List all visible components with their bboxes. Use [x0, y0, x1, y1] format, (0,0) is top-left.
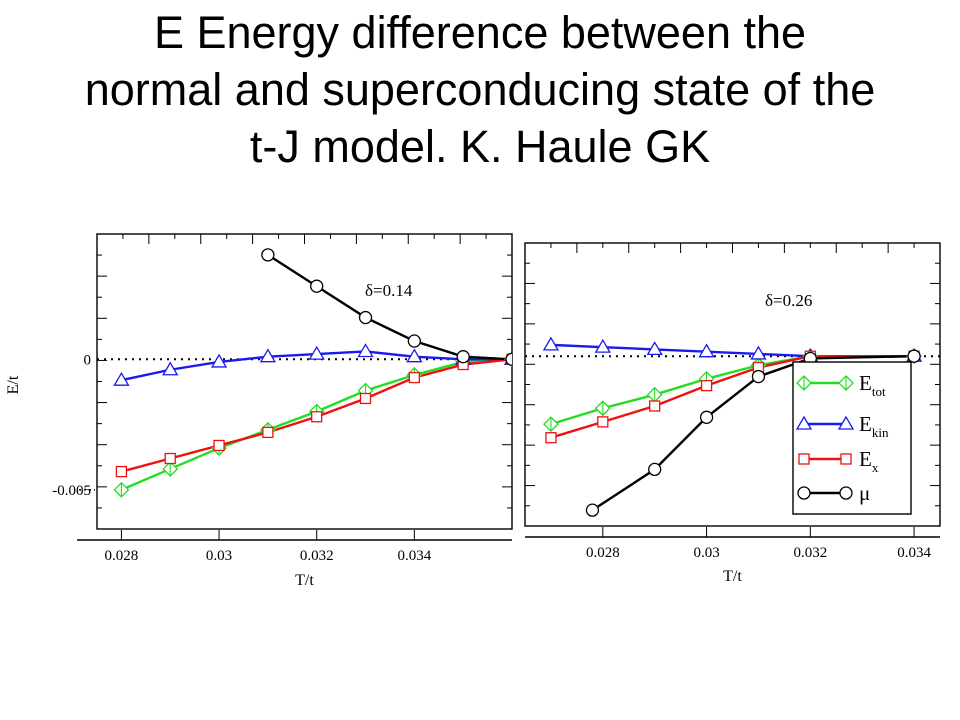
legend-label-mu: μ [859, 481, 870, 505]
data-point-kin [750, 345, 767, 360]
x-tick-label: 0.032 [793, 545, 827, 561]
legend-label-subscript: x [872, 460, 879, 475]
data-point-mu [261, 248, 275, 262]
data-point-x [700, 379, 713, 392]
x-tick-label: 0.03 [206, 548, 232, 564]
legend-marker-kin [795, 415, 813, 430]
data-point-kin [357, 343, 374, 358]
legend-marker-x [840, 453, 852, 465]
data-point-mu [585, 503, 600, 517]
data-point-kin [646, 341, 663, 356]
series-group [542, 336, 923, 517]
data-point-mu [358, 310, 373, 325]
data-point-mu [505, 352, 512, 366]
x-tick-label: 0.034 [397, 548, 431, 564]
data-point-tot [162, 461, 179, 477]
data-point-kin [698, 343, 715, 358]
data-point-kin [308, 345, 325, 360]
data-point-x [649, 400, 661, 412]
data-point-mu [407, 334, 422, 348]
delta-annotation: δ=0.14 [365, 281, 413, 300]
data-point-kin [210, 353, 228, 368]
title-line-2: normal and superconducing state of the [84, 64, 876, 115]
legend-label-base: E [859, 371, 872, 395]
legend-marker-kin [837, 415, 855, 430]
delta-annotation: δ=0.26 [765, 291, 812, 310]
y-tick-label: 0 [84, 352, 92, 368]
legend-marker-tot [838, 375, 854, 391]
data-point-x [359, 392, 372, 405]
legend-label-base: E [859, 447, 872, 471]
legend-label-base: E [859, 412, 872, 436]
data-point-x [311, 411, 323, 423]
data-point-tot [113, 481, 130, 498]
data-point-kin [406, 348, 423, 363]
data-point-mu [751, 369, 766, 384]
data-point-x [213, 439, 225, 452]
legend-label-base: μ [859, 481, 870, 505]
series-line-mu [591, 355, 915, 512]
data-point-x [597, 416, 609, 428]
series-group [113, 248, 512, 498]
data-point-mu [456, 350, 470, 364]
slide-title: E Energy difference between the normal a… [0, 4, 960, 175]
x-tick-label: 0.032 [300, 548, 334, 564]
title-line-3: t-J model. K. Haule GK [249, 121, 711, 172]
x-tick-label: 0.028 [586, 545, 620, 561]
x-axis-label: T/t [295, 572, 314, 589]
data-point-kin [542, 336, 560, 351]
frame-ticks [525, 243, 940, 507]
x-tick-label: 0.03 [693, 545, 719, 561]
frame-ticks [97, 234, 512, 509]
data-point-kin [113, 371, 130, 386]
data-point-x [545, 432, 557, 444]
data-point-x [164, 452, 176, 465]
y-tick-label: -0.005 [52, 483, 91, 499]
legend-label-tot: Etot [859, 371, 886, 399]
title-line-1: E Energy difference between the [153, 7, 807, 58]
legend-label-subscript: tot [872, 384, 886, 399]
series-line-mu [267, 253, 512, 361]
data-point-mu [310, 279, 324, 293]
legend-label-subscript: kin [872, 425, 889, 440]
data-point-tot [594, 400, 611, 417]
data-point-kin [259, 348, 277, 363]
legend-marker-x [798, 453, 810, 465]
legend-marker-mu [839, 486, 853, 500]
data-point-tot [543, 416, 559, 433]
left-plot-panel: 0.028 0.03 0.032 0.034 T/t -0.005 0 E/t δ=0.14 [5, 233, 513, 589]
data-point-x [262, 426, 274, 439]
y-axis-label: E/t [5, 375, 22, 394]
legend-label-x: Ex [859, 447, 879, 475]
legend-marker-mu [797, 486, 811, 500]
data-point-kin [594, 338, 611, 353]
data-point-mu [648, 462, 662, 477]
x-axis-label: T/t [723, 568, 742, 585]
legend-marker-tot [796, 375, 812, 391]
x-tick-label: 0.028 [105, 548, 139, 564]
legend-label-kin: Ekin [859, 412, 889, 440]
data-point-x [408, 371, 421, 384]
data-point-mu [699, 410, 714, 424]
data-point-x [115, 465, 128, 478]
data-point-mu [907, 349, 921, 363]
legend-box [792, 361, 912, 515]
data-point-kin [162, 361, 179, 376]
x-tick-label: 0.034 [897, 545, 931, 561]
